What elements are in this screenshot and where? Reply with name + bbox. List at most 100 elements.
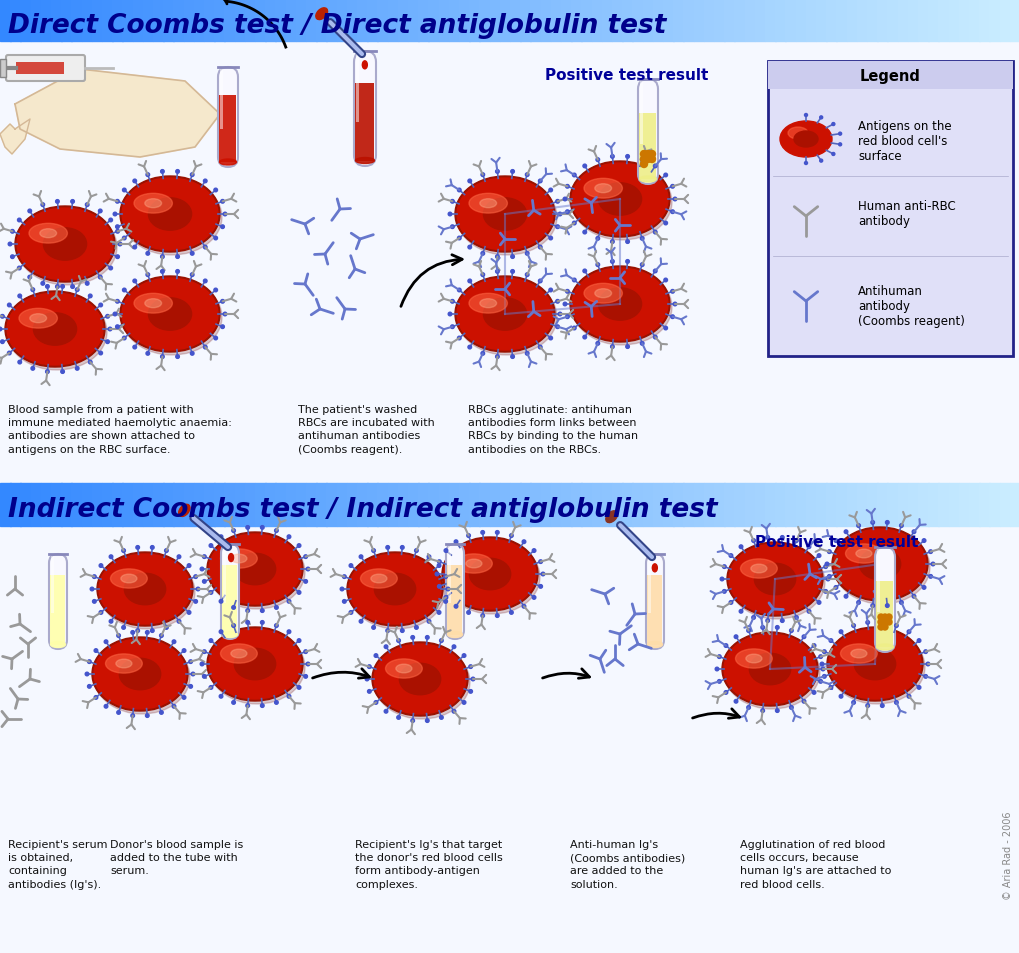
Circle shape <box>881 615 888 620</box>
Ellipse shape <box>230 649 247 659</box>
Ellipse shape <box>133 294 172 314</box>
Bar <box>51 576 65 645</box>
Circle shape <box>151 546 154 550</box>
Bar <box>647 557 650 614</box>
Circle shape <box>453 540 458 544</box>
Circle shape <box>219 630 222 634</box>
Circle shape <box>640 342 643 346</box>
Text: Recipient's Ig's that target
the donor's red blood cells
form antibody-antigen
c: Recipient's Ig's that target the donor's… <box>355 840 502 888</box>
Ellipse shape <box>230 555 247 563</box>
Circle shape <box>467 535 470 537</box>
Circle shape <box>566 315 569 319</box>
Circle shape <box>566 185 569 189</box>
Circle shape <box>572 222 576 226</box>
Bar <box>622 483 632 526</box>
Circle shape <box>17 267 21 271</box>
Circle shape <box>511 171 514 174</box>
Circle shape <box>844 531 847 534</box>
Ellipse shape <box>647 641 662 648</box>
Ellipse shape <box>828 629 920 700</box>
Ellipse shape <box>605 511 616 523</box>
Bar <box>418 483 428 526</box>
Circle shape <box>246 704 250 708</box>
Bar <box>937 0 948 42</box>
Circle shape <box>117 711 120 715</box>
Ellipse shape <box>92 638 187 711</box>
Circle shape <box>538 560 542 564</box>
Ellipse shape <box>362 62 367 70</box>
Ellipse shape <box>469 294 506 314</box>
Circle shape <box>921 586 925 590</box>
Circle shape <box>640 161 647 169</box>
Circle shape <box>562 198 567 202</box>
Bar <box>418 0 428 42</box>
Circle shape <box>1 315 4 318</box>
Circle shape <box>136 629 140 633</box>
Ellipse shape <box>845 544 881 563</box>
Bar <box>795 0 805 42</box>
Circle shape <box>113 313 117 316</box>
Circle shape <box>359 619 363 623</box>
Ellipse shape <box>99 555 191 624</box>
Circle shape <box>532 596 535 599</box>
Circle shape <box>450 200 453 204</box>
Circle shape <box>804 114 807 117</box>
Bar <box>448 483 459 526</box>
Bar <box>846 0 856 42</box>
Circle shape <box>511 355 514 359</box>
Bar <box>683 483 693 526</box>
Circle shape <box>468 346 471 350</box>
Ellipse shape <box>234 554 275 585</box>
Bar <box>397 0 408 42</box>
Ellipse shape <box>466 559 482 568</box>
Circle shape <box>17 219 21 223</box>
Circle shape <box>911 595 915 598</box>
Circle shape <box>555 200 558 204</box>
Bar <box>876 0 887 42</box>
Circle shape <box>151 629 154 633</box>
Bar <box>560 0 571 42</box>
Circle shape <box>306 662 310 666</box>
Circle shape <box>894 700 898 704</box>
Bar <box>540 0 550 42</box>
Circle shape <box>458 189 461 193</box>
Circle shape <box>46 285 49 289</box>
Circle shape <box>427 556 430 558</box>
Bar <box>316 483 326 526</box>
Bar <box>0 483 10 526</box>
Bar <box>448 0 459 42</box>
Bar <box>92 483 102 526</box>
Ellipse shape <box>455 555 492 574</box>
Circle shape <box>177 556 180 558</box>
Ellipse shape <box>148 298 192 331</box>
Ellipse shape <box>178 505 190 517</box>
Bar <box>988 483 999 526</box>
Bar <box>41 0 51 42</box>
Circle shape <box>306 568 310 571</box>
Bar <box>530 0 540 42</box>
Bar <box>92 0 102 42</box>
Circle shape <box>274 529 278 533</box>
Text: Anti-human Ig's
(Coombs antibodies)
are added to the
solution.: Anti-human Ig's (Coombs antibodies) are … <box>570 840 685 888</box>
Circle shape <box>88 660 91 663</box>
Circle shape <box>200 662 204 666</box>
Circle shape <box>342 600 345 603</box>
Circle shape <box>653 231 656 234</box>
Bar <box>183 483 194 526</box>
Bar <box>102 0 112 42</box>
Circle shape <box>824 562 828 566</box>
Bar <box>639 82 642 145</box>
Ellipse shape <box>572 270 672 346</box>
Ellipse shape <box>749 654 790 685</box>
Bar <box>10 483 20 526</box>
Ellipse shape <box>727 542 822 617</box>
Ellipse shape <box>222 632 237 638</box>
Bar <box>469 483 479 526</box>
Circle shape <box>765 619 768 622</box>
Ellipse shape <box>7 294 103 366</box>
Circle shape <box>46 371 49 374</box>
Circle shape <box>177 619 180 623</box>
Circle shape <box>811 691 815 695</box>
Bar <box>428 0 438 42</box>
Bar <box>846 483 856 526</box>
